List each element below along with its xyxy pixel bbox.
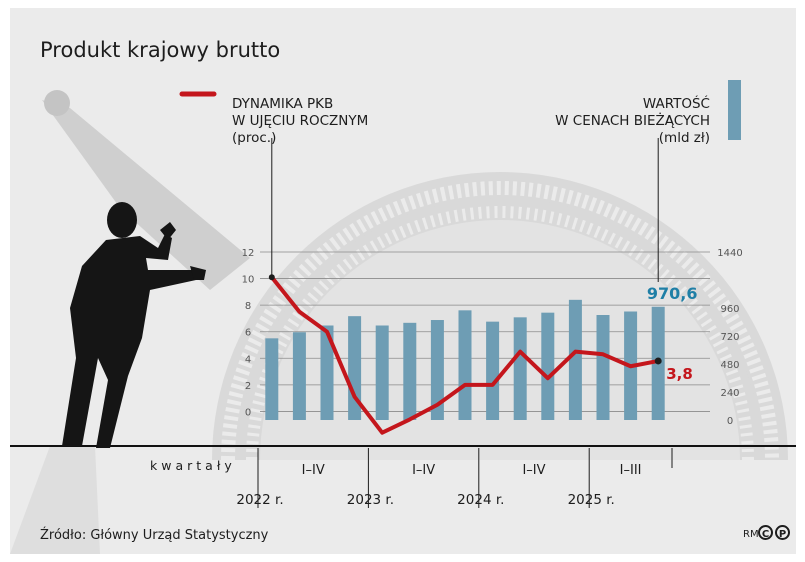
right-axis-tick-label: 720 bbox=[720, 332, 739, 343]
line-legend-label-1: DYNAMIKA PKB bbox=[232, 96, 334, 112]
bar bbox=[458, 310, 472, 420]
left-axis-tick-label: 12 bbox=[242, 248, 255, 259]
left-axis-tick-label: 10 bbox=[242, 275, 255, 286]
bar bbox=[265, 338, 279, 420]
bar-legend-label-1: WARTOŚĆ bbox=[642, 96, 710, 112]
last-line-value-label: 3,8 bbox=[666, 365, 693, 383]
left-axis-tick-label: 8 bbox=[245, 301, 251, 312]
line-legend: DYNAMIKA PKB W UJĘCIU ROCZNYM (proc.) bbox=[232, 96, 368, 147]
gdp-chart: 0 2 4 6 8 10 12 0 240 480 720 960 1440 970,6 3,8 kwarta… bbox=[10, 80, 796, 554]
chart-title: Produkt krajowy brutto bbox=[40, 38, 281, 62]
gdp-growth-line bbox=[269, 275, 661, 435]
left-axis-tick-label: 4 bbox=[245, 354, 251, 365]
right-axis-tick-label: 960 bbox=[720, 304, 739, 315]
bar-legend-label-3: (mld zł) bbox=[658, 130, 710, 146]
floor-light bbox=[10, 446, 100, 554]
bar bbox=[375, 325, 389, 420]
man-head bbox=[107, 202, 137, 238]
light-beam bbox=[42, 100, 250, 290]
source-note: Źródło: Główny Urząd Statystyczny bbox=[40, 528, 269, 543]
right-axis-tick-label: 240 bbox=[720, 388, 739, 399]
line-legend-label-3: (proc.) bbox=[232, 130, 277, 146]
bar bbox=[541, 312, 555, 420]
left-axis-tick-label: 6 bbox=[245, 328, 251, 339]
bar bbox=[596, 315, 610, 420]
left-axis-tick-label: 2 bbox=[245, 381, 251, 392]
line-legend-label-2: W UJĘCIU ROCZNYM bbox=[232, 113, 369, 129]
bar-legend-swatch bbox=[728, 80, 741, 140]
man-raised-hand bbox=[160, 222, 176, 240]
right-axis-tick-label: 0 bbox=[727, 416, 733, 427]
quarter-range-label: I–IV bbox=[412, 463, 435, 478]
arch-segment-ring bbox=[221, 181, 779, 461]
bar bbox=[292, 332, 306, 420]
businessman-silhouette bbox=[62, 202, 206, 448]
arch-inner-segment-ring bbox=[246, 206, 754, 461]
right-axis-tick-label: 480 bbox=[720, 360, 739, 371]
year-label: 2022 r. bbox=[236, 492, 283, 508]
bar bbox=[513, 317, 527, 420]
arch-arrow-icon bbox=[466, 150, 480, 166]
bar bbox=[568, 299, 582, 420]
bar bbox=[486, 321, 500, 420]
bar bbox=[430, 320, 444, 420]
lamp-head-icon bbox=[44, 90, 70, 116]
last-line-point bbox=[654, 357, 662, 365]
man-pushing-hand bbox=[190, 266, 206, 280]
year-label: 2023 r. bbox=[347, 492, 394, 508]
left-axis-tick-label: 0 bbox=[245, 407, 251, 418]
year-label: 2024 r. bbox=[457, 492, 504, 508]
last-bar-value-label: 970,6 bbox=[647, 284, 698, 303]
year-label: 2025 r. bbox=[568, 492, 615, 508]
copyright-icon: C bbox=[758, 525, 773, 540]
quarter-range-label: I–III bbox=[620, 463, 642, 478]
bar bbox=[320, 325, 334, 420]
infographic-card: 0 2 4 6 8 10 12 0 240 480 720 960 1440 970,6 3,8 kwarta… bbox=[10, 8, 796, 554]
quarter-range-label: I–IV bbox=[522, 463, 545, 478]
bar-legend: WARTOŚĆ W CENACH BIEŻĄCYCH (mld zł) bbox=[555, 96, 710, 147]
quarter-range-label: I–IV bbox=[302, 463, 325, 478]
x-axis-label: kwartały bbox=[150, 458, 236, 473]
man-body bbox=[62, 234, 196, 448]
bar bbox=[403, 322, 417, 420]
credit-initials: RM bbox=[743, 529, 759, 540]
right-axis-tick-label: 1440 bbox=[717, 248, 742, 259]
photo-credit-icon: P bbox=[775, 525, 790, 540]
bar-legend-label-2: W CENACH BIEŻĄCYCH bbox=[555, 113, 710, 129]
